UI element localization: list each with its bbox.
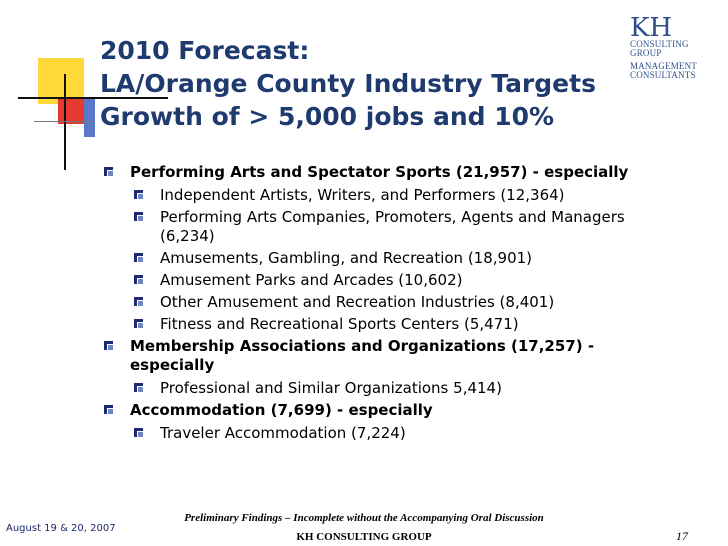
list-item: Fitness and Recreational Sports Centers … [100,315,680,334]
slide-title: 2010 Forecast: LA/Orange County Industry… [100,34,620,133]
square-bullet-icon [134,190,143,199]
square-bullet-icon [134,253,143,262]
logo-kh: KH [630,13,673,43]
list-item: Performing Arts Companies, Promoters, Ag… [100,208,680,246]
bullet-text: Amusements, Gambling, and Recreation (18… [160,249,533,267]
square-bullet-icon [134,319,143,328]
bullet-text: Performing Arts and Spectator Sports (21… [130,163,629,181]
footer-date: August 19 & 20, 2007 [6,523,116,534]
list-item: Traveler Accommodation (7,224) [100,424,680,443]
bullet-text: Accommodation (7,699) - especially [130,401,433,419]
deco-red-square [58,97,85,124]
footer-note: Preliminary Findings – Incomplete withou… [184,512,544,524]
bullet-text: Professional and Similar Organizations 5… [160,379,502,397]
logo-group: GROUP [630,48,662,58]
square-bullet-icon [134,212,143,221]
deco-vertical-line [64,74,66,170]
title-line-1: 2010 Forecast: [100,36,310,65]
logo-consulting: CONSULTING [630,39,689,49]
list-item: Membership Associations and Organization… [100,337,680,375]
list-item: Performing Arts and Spectator Sports (21… [100,163,680,182]
bullet-text: Other Amusement and Recreation Industrie… [160,293,555,311]
bullet-text: Independent Artists, Writers, and Perfor… [160,186,565,204]
square-bullet-icon [134,428,143,437]
bullet-text: Membership Associations and Organization… [130,337,595,374]
list-item: Accommodation (7,699) - especially [100,401,680,420]
deco-blue-square [84,97,95,137]
square-bullet-icon [134,275,143,284]
bullet-text: Performing Arts Companies, Promoters, Ag… [160,208,625,245]
square-bullet-icon [104,405,113,414]
square-bullet-icon [134,297,143,306]
title-line-2: LA/Orange County Industry Targets [100,69,596,98]
bullet-text: Amusement Parks and Arcades (10,602) [160,271,463,289]
bullet-text: Fitness and Recreational Sports Centers … [160,315,519,333]
title-line-3: Growth of > 5,000 jobs and 10% [100,102,555,131]
footer-org: KH CONSULTING GROUP [296,531,432,543]
deco-yellow-square [38,58,84,104]
kh-logo: KH CONSULTING GROUP MANAGEMENT CONSULTAN… [630,13,722,80]
list-item: Independent Artists, Writers, and Perfor… [100,186,680,205]
square-bullet-icon [134,383,143,392]
list-item: Professional and Similar Organizations 5… [100,379,680,398]
list-item: Other Amusement and Recreation Industrie… [100,293,680,312]
list-item: Amusements, Gambling, and Recreation (18… [100,249,680,268]
deco-horizontal-line [18,97,168,99]
deco-horizontal-line-short [34,121,94,122]
logo-management: MANAGEMENT [630,61,697,71]
logo-consultants: CONSULTANTS [630,70,696,80]
bullet-list: Performing Arts and Spectator Sports (21… [100,163,680,446]
square-bullet-icon [104,167,113,176]
bullet-text: Traveler Accommodation (7,224) [160,424,406,442]
square-bullet-icon [104,341,113,350]
list-item: Amusement Parks and Arcades (10,602) [100,271,680,290]
page-number: 17 [676,529,688,543]
